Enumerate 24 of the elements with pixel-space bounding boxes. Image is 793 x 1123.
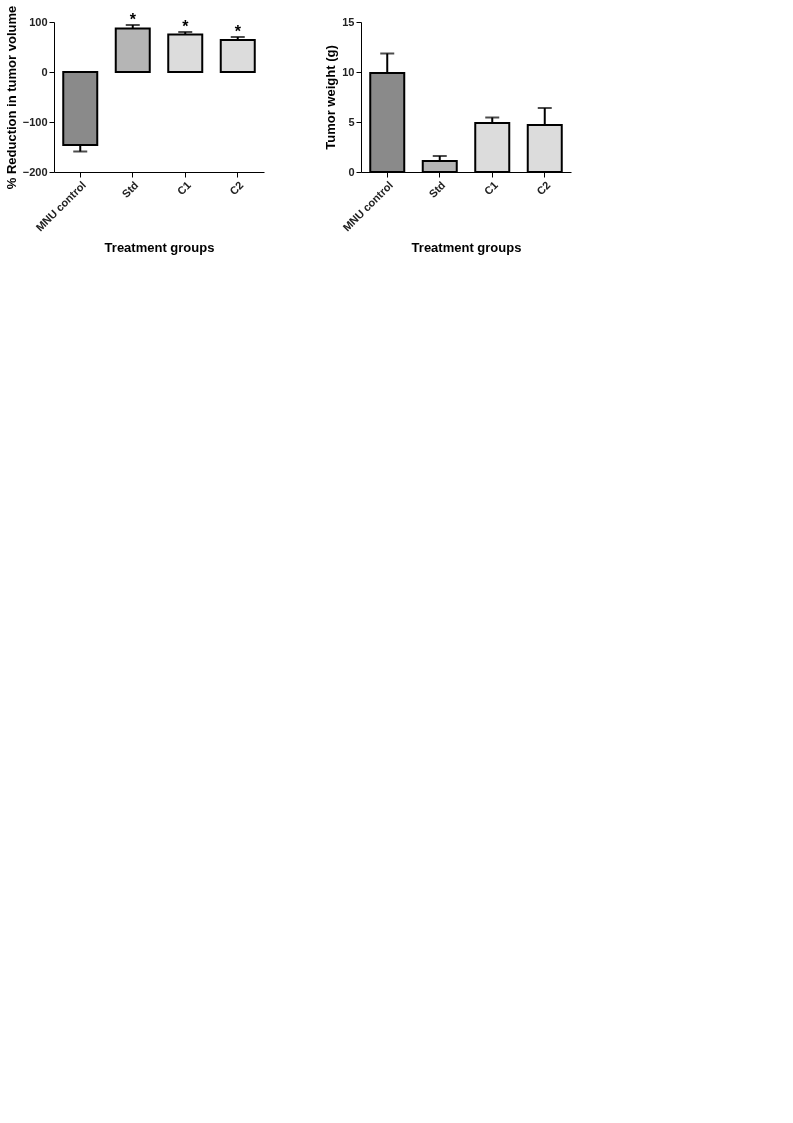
y-tick-label: 0 (348, 165, 355, 178)
x-tick-label: Std (119, 178, 141, 200)
x-axis-title: Treatment groups (411, 239, 522, 255)
y-tick-label: 0 (41, 65, 48, 78)
annotation: * (129, 11, 137, 28)
y-axis-title: Tumor weight (g) (323, 45, 339, 150)
x-tick-label: C1 (481, 178, 501, 198)
x-axis-title: Treatment groups (104, 239, 215, 255)
x-tick-label: Std (426, 178, 448, 200)
annotation: * (234, 23, 242, 40)
y-tick-label: −100 (22, 115, 48, 128)
bar (219, 39, 256, 73)
bar (167, 33, 204, 73)
y-tick-label: 10 (342, 65, 355, 78)
y-tick-label: 100 (29, 15, 48, 28)
y-tick-label: 5 (348, 115, 355, 128)
y-tick-label: −200 (22, 165, 48, 178)
bar (114, 27, 151, 73)
x-tick-label: C2 (534, 178, 553, 198)
annotation: * (182, 18, 190, 35)
y-tick-label: 15 (342, 15, 355, 28)
x-tick-label: C1 (174, 178, 194, 198)
x-tick-label: C2 (227, 178, 246, 198)
y-axis-title: % Reduction in tumor volume (3, 5, 19, 190)
